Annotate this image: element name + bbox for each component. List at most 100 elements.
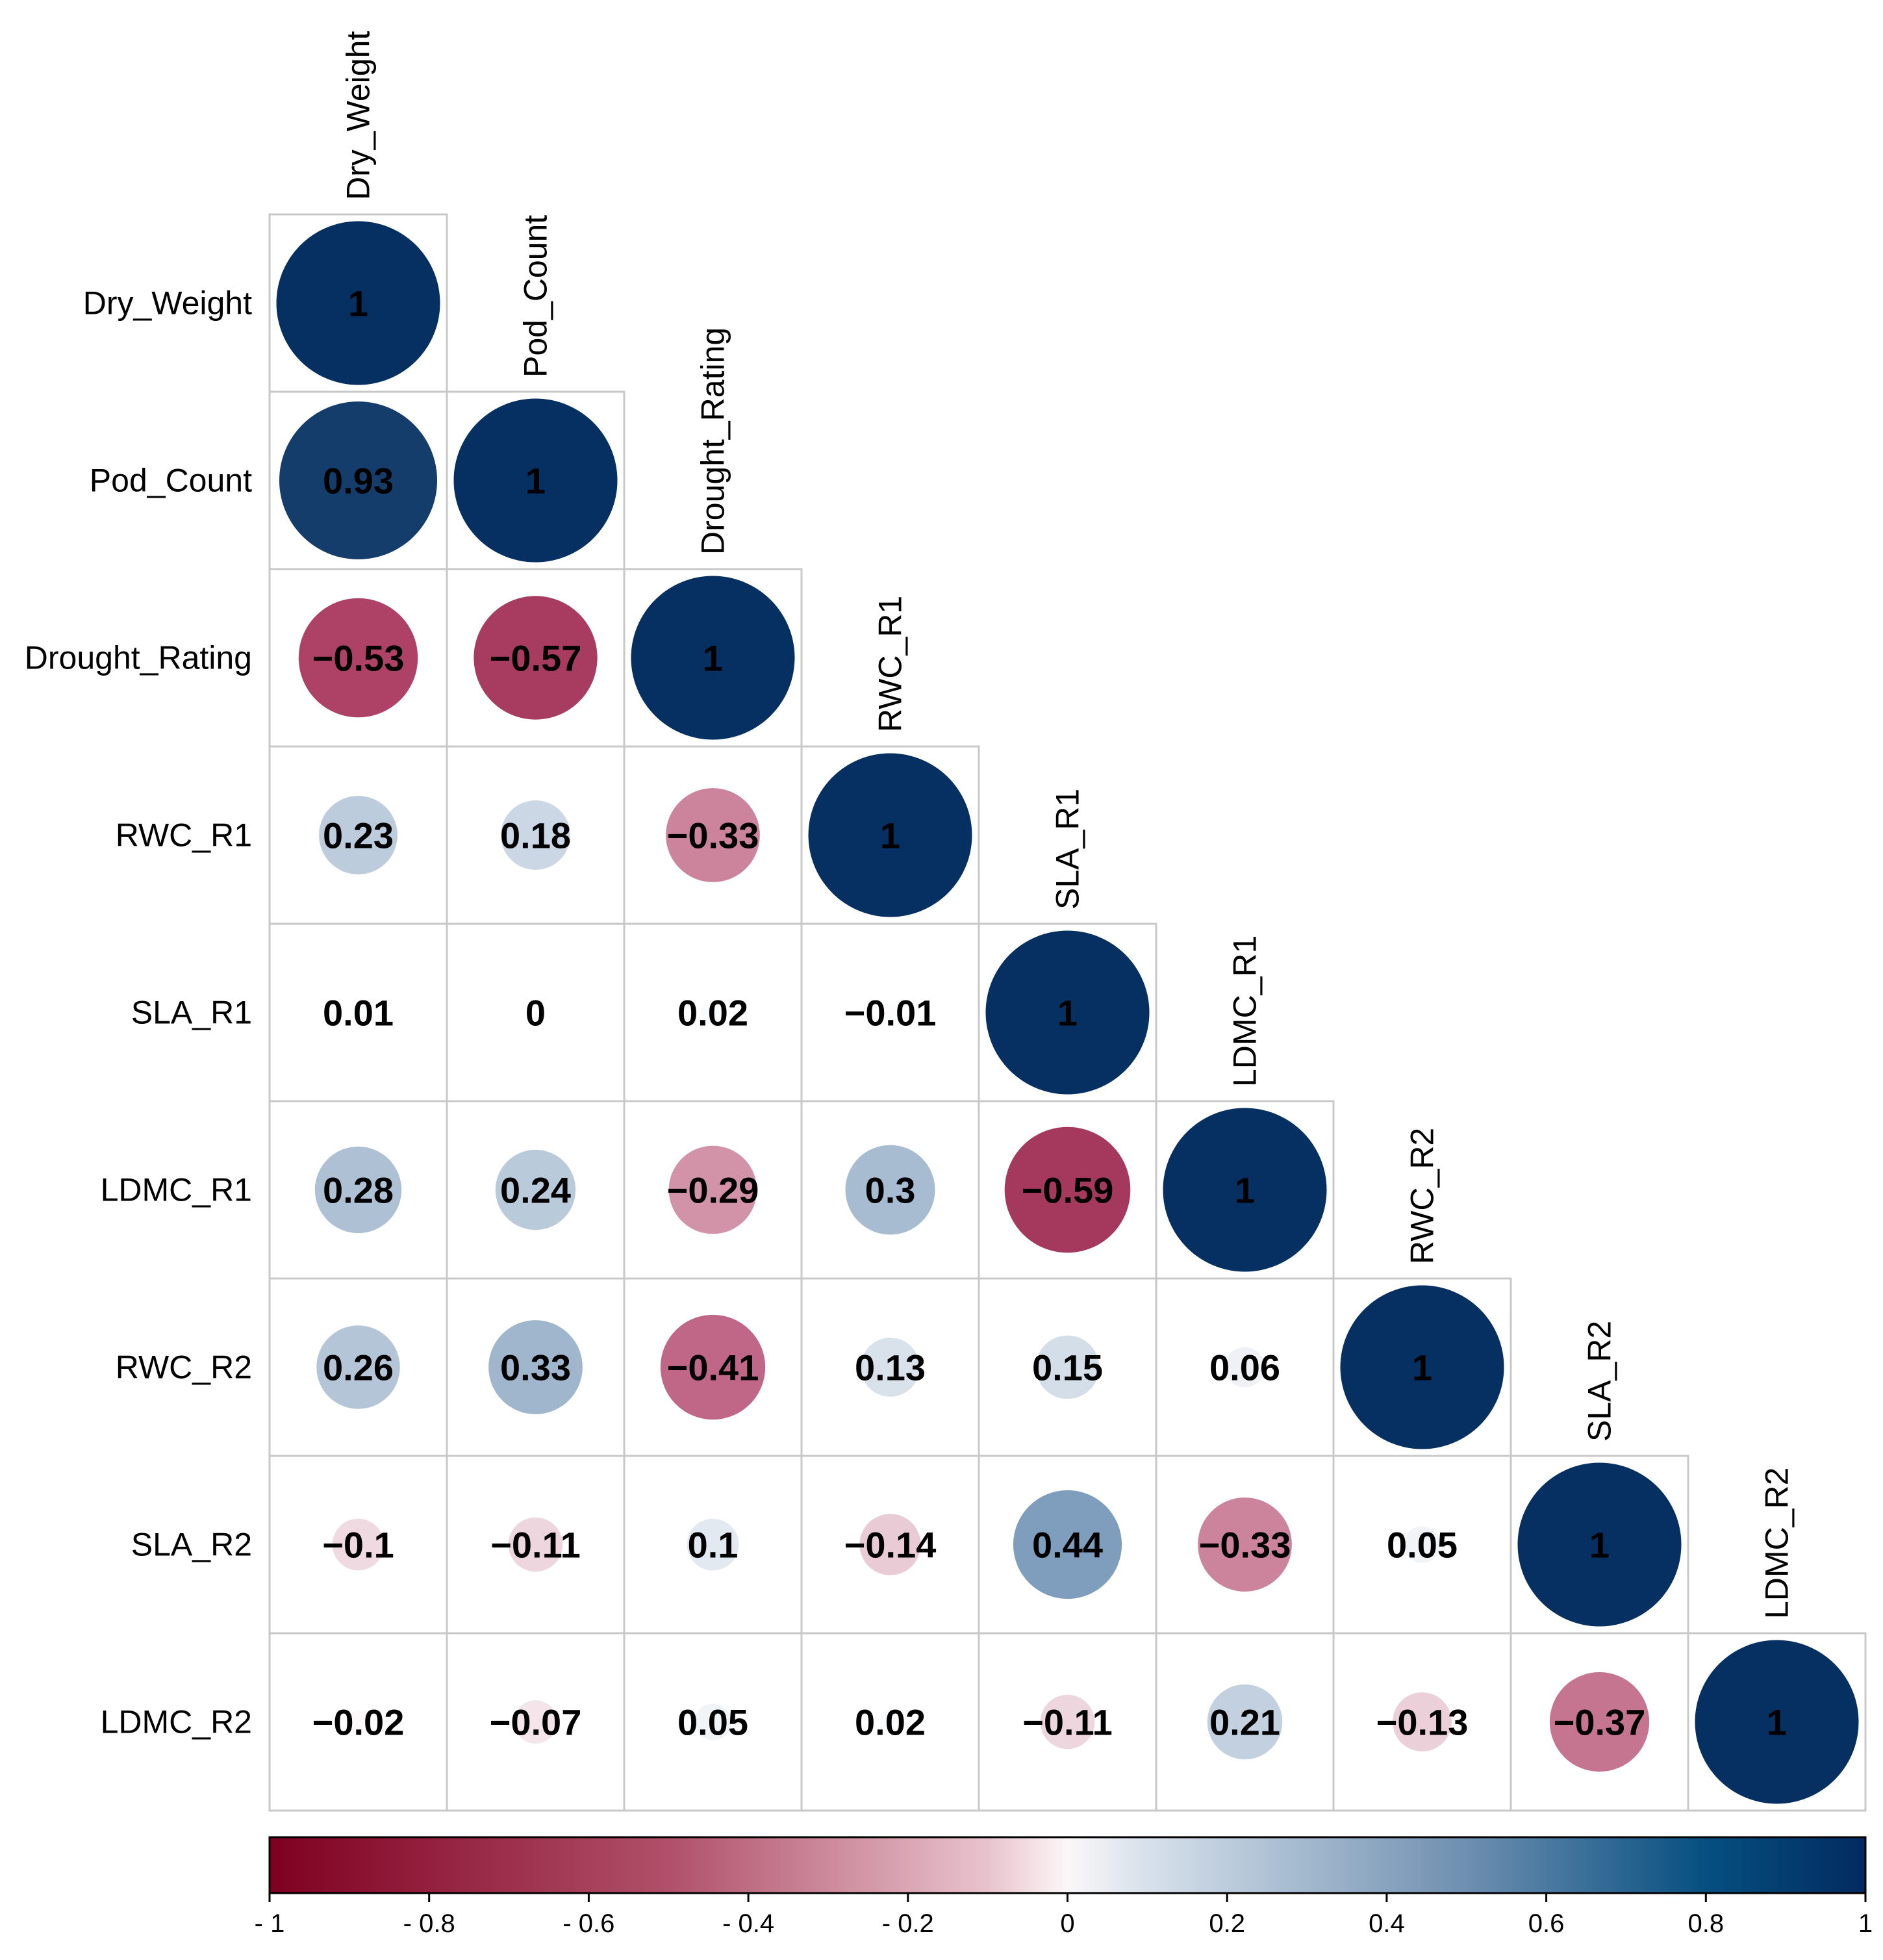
correlation-value: 0.05 xyxy=(1387,1525,1458,1566)
correlation-circle xyxy=(279,401,438,560)
correlation-circle xyxy=(1198,1497,1292,1592)
correlation-value: 0.06 xyxy=(1209,1347,1280,1388)
correlation-value: −0.02 xyxy=(312,1702,405,1743)
correlation-circle xyxy=(1404,1526,1441,1563)
colorbar-tick-label: 0.2 xyxy=(1209,1909,1245,1938)
correlation-value: −0.13 xyxy=(1376,1702,1469,1743)
column-label: Pod_Count xyxy=(518,215,554,377)
row-label: SLA_R1 xyxy=(131,995,252,1031)
correlation-circle xyxy=(495,1149,576,1230)
row-label: LDMC_R2 xyxy=(101,1704,252,1740)
correlation-value: −0.01 xyxy=(844,993,937,1034)
correlation-value: −0.33 xyxy=(1199,1525,1291,1566)
correlation-circle xyxy=(1013,1490,1122,1599)
correlation-value: 0.05 xyxy=(677,1702,748,1743)
colorbar-tick-label: - 0.4 xyxy=(722,1909,774,1938)
column-label: RWC_R1 xyxy=(872,596,909,732)
correlation-value: −0.33 xyxy=(667,815,759,856)
column-label: Drought_Rating xyxy=(695,327,731,555)
correlation-circle xyxy=(687,1518,739,1571)
correlation-circle xyxy=(298,598,418,718)
colorbar-tick-label: - 1 xyxy=(255,1909,285,1938)
row-label: RWC_R2 xyxy=(116,1349,252,1386)
row-label: SLA_R2 xyxy=(131,1527,252,1563)
correlation-value: 1 xyxy=(525,461,546,502)
correlation-circle xyxy=(501,800,570,870)
correlation-value: 0 xyxy=(525,993,546,1034)
column-label: RWC_R2 xyxy=(1404,1128,1441,1264)
correlation-circle xyxy=(349,1004,367,1021)
correlation-value: −0.53 xyxy=(312,638,405,679)
column-label: SLA_R2 xyxy=(1582,1321,1618,1442)
correlation-value: 0.1 xyxy=(688,1525,739,1566)
correlation-circle xyxy=(1207,1684,1283,1760)
correlation-value: 1 xyxy=(1589,1525,1610,1566)
correlation-circle xyxy=(1004,1126,1131,1253)
correlation-circle xyxy=(1549,1672,1650,1772)
row-label: Drought_Rating xyxy=(25,640,252,676)
correlation-value: 1 xyxy=(1235,1170,1255,1211)
correlation-value: 0.26 xyxy=(323,1347,394,1388)
correlation-circle xyxy=(808,753,972,917)
column-label: SLA_R1 xyxy=(1050,789,1086,910)
correlation-value: 1 xyxy=(348,283,368,324)
correlation-value: 0.01 xyxy=(323,993,394,1034)
correlation-value: 0.44 xyxy=(1032,1525,1103,1566)
column-label: LDMC_R2 xyxy=(1759,1468,1795,1619)
row-label: Dry_Weight xyxy=(83,285,252,322)
colorbar-tick-label: 1 xyxy=(1858,1909,1873,1938)
correlation-value: 1 xyxy=(1412,1347,1432,1388)
correlation-circle xyxy=(666,788,760,882)
correlation-value: −0.14 xyxy=(844,1525,937,1566)
correlation-value: 0.28 xyxy=(323,1170,394,1211)
correlation-value: 1 xyxy=(1767,1702,1787,1743)
colorbar-tick-label: 0.8 xyxy=(1687,1909,1724,1938)
correlation-circle xyxy=(701,1000,725,1025)
correlation-value: −0.41 xyxy=(667,1347,759,1388)
correlation-value: −0.57 xyxy=(490,638,582,679)
correlation-value: −0.37 xyxy=(1554,1702,1646,1743)
colorbar-tick-label: - 0.8 xyxy=(403,1909,455,1938)
correlation-circle xyxy=(1163,1108,1327,1272)
correlation-circle xyxy=(514,1700,557,1744)
row-label: LDMC_R1 xyxy=(101,1172,252,1208)
correlation-circle xyxy=(314,1146,402,1234)
correlation-circle xyxy=(861,1338,920,1397)
correlation-value: 0.93 xyxy=(323,461,394,502)
colorbar-tick-label: 0 xyxy=(1060,1909,1074,1938)
correlation-value: 0.15 xyxy=(1032,1347,1103,1388)
correlation-circle xyxy=(346,1710,370,1734)
correlation-circle xyxy=(1035,1335,1100,1399)
correlation-circle xyxy=(1040,1694,1095,1750)
correlation-circle xyxy=(453,398,618,563)
correlation-circle xyxy=(332,1518,385,1571)
correlation-circle xyxy=(316,1325,400,1409)
correlation-circle xyxy=(1340,1285,1504,1449)
correlation-value: −0.11 xyxy=(1022,1702,1113,1743)
correlation-circle xyxy=(508,1517,563,1572)
colorbar xyxy=(268,1836,1867,1894)
row-label: RWC_R1 xyxy=(116,817,252,854)
correlation-value: −0.29 xyxy=(667,1170,759,1211)
correlation-value: 0.02 xyxy=(677,993,748,1034)
correlation-circle xyxy=(881,1004,899,1021)
colorbar-tick-label: 0.6 xyxy=(1528,1909,1565,1938)
correlation-circle xyxy=(474,596,598,720)
colorbar-tick-label: - 0.2 xyxy=(882,1909,934,1938)
correlation-value: 0.02 xyxy=(855,1702,926,1743)
grid-cell xyxy=(1687,1632,1867,1812)
correlation-value: 0.23 xyxy=(323,815,394,856)
correlation-circle xyxy=(1224,1347,1265,1388)
correlation-circle xyxy=(845,1145,935,1235)
correlation-circle xyxy=(1695,1640,1859,1804)
correlation-circle xyxy=(631,576,795,740)
correlation-circle xyxy=(660,1314,766,1420)
correlation-circle xyxy=(668,1145,757,1234)
correlation-value: 0.24 xyxy=(500,1170,571,1211)
correlation-value: −0.07 xyxy=(490,1702,582,1743)
correlation-circle xyxy=(878,1710,902,1734)
correlation-value: 1 xyxy=(703,638,723,679)
column-label: LDMC_R1 xyxy=(1227,935,1263,1087)
correlation-value: 0.18 xyxy=(500,815,571,856)
